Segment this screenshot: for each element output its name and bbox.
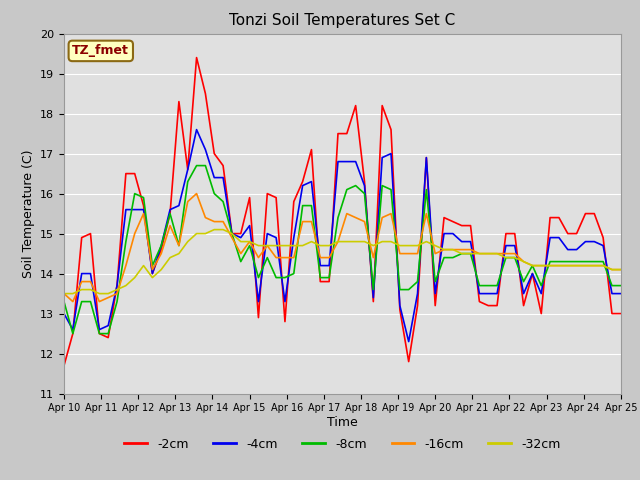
Y-axis label: Soil Temperature (C): Soil Temperature (C) (22, 149, 35, 278)
X-axis label: Time: Time (327, 416, 358, 429)
Legend: -2cm, -4cm, -8cm, -16cm, -32cm: -2cm, -4cm, -8cm, -16cm, -32cm (120, 433, 565, 456)
Text: TZ_fmet: TZ_fmet (72, 44, 129, 58)
Title: Tonzi Soil Temperatures Set C: Tonzi Soil Temperatures Set C (229, 13, 456, 28)
